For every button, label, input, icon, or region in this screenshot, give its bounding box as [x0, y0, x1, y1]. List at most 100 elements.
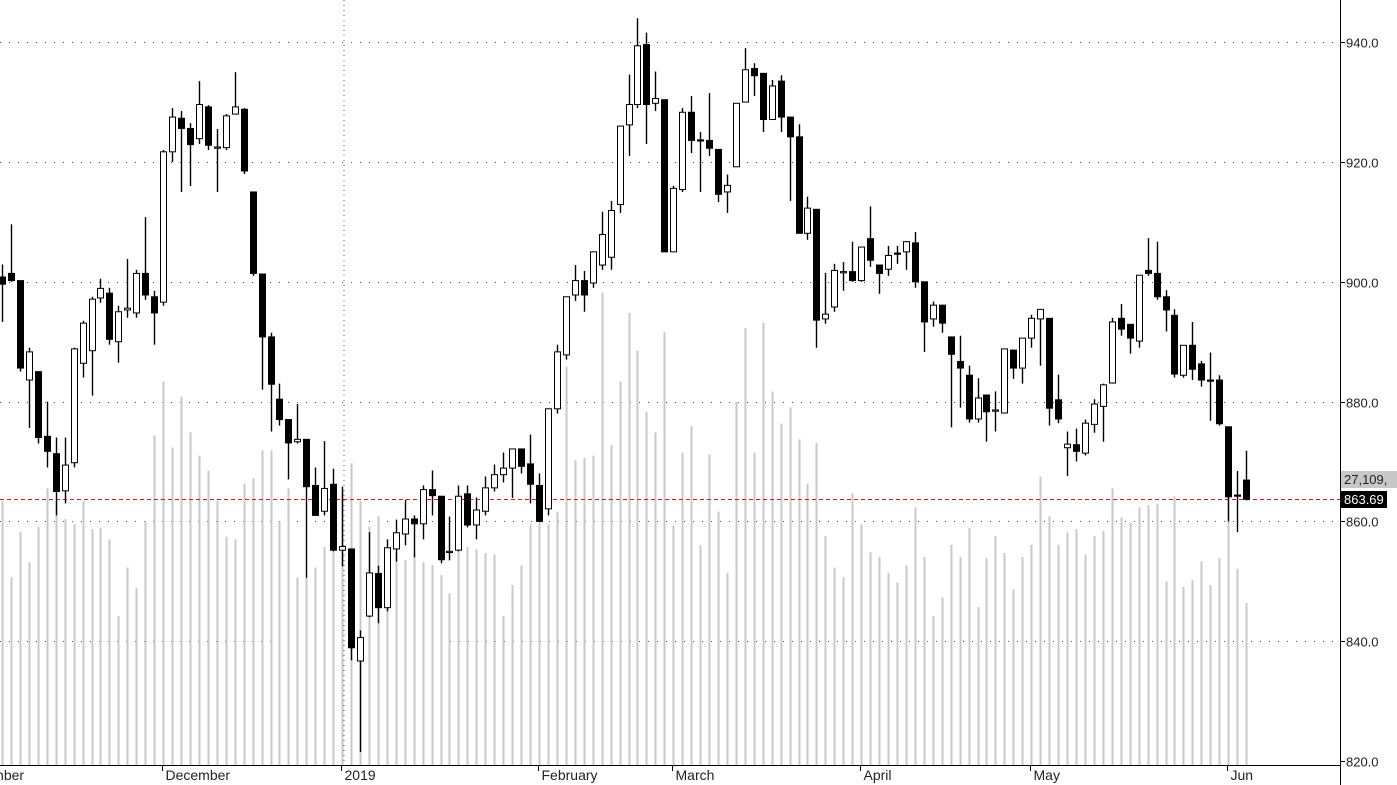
candle-body-down	[1171, 314, 1178, 375]
candle	[1001, 348, 1008, 414]
candle-body-up	[733, 102, 740, 168]
candle	[599, 211, 606, 270]
candle	[679, 108, 686, 192]
candle-body-down	[44, 435, 51, 452]
candle-body-up	[1091, 403, 1098, 425]
candle	[670, 185, 677, 253]
candle-body-up	[769, 85, 776, 120]
candle-body-down	[751, 68, 758, 77]
candle-body-up	[858, 246, 865, 282]
y-tick-label: 820.0	[1346, 755, 1379, 770]
candle	[787, 116, 794, 201]
candle-body-down	[1145, 269, 1152, 274]
candle	[124, 259, 131, 318]
candle	[1091, 399, 1098, 433]
candle-body-down	[1216, 379, 1223, 425]
candle-body-down	[760, 72, 767, 120]
x-month-label: May	[1034, 767, 1060, 783]
candle	[8, 224, 15, 282]
candle-body-down	[429, 489, 436, 497]
candle	[250, 191, 257, 276]
candle	[44, 401, 51, 468]
candle-body-down	[411, 518, 418, 525]
candle-body-down	[957, 360, 964, 369]
candle	[160, 150, 167, 306]
y-tick-label: 940.0	[1346, 36, 1379, 51]
candle-body-down	[1198, 363, 1205, 381]
candle	[1073, 428, 1080, 462]
candle-body-down	[348, 548, 355, 649]
candle	[232, 72, 239, 115]
candle	[384, 539, 391, 612]
candle-body-down	[142, 272, 149, 296]
candle	[1234, 471, 1241, 533]
candle-body-down	[1225, 426, 1232, 498]
candle-body-up	[455, 495, 462, 551]
candle-body-up	[62, 464, 69, 492]
candle	[402, 499, 409, 546]
candle-body-up	[903, 241, 910, 253]
candle	[921, 281, 928, 352]
candle	[26, 347, 33, 428]
candle	[867, 206, 874, 267]
candle	[259, 273, 266, 390]
candle	[0, 264, 6, 322]
candle	[518, 448, 525, 474]
candle-body-up	[491, 474, 498, 489]
candle	[724, 174, 731, 213]
candle	[17, 280, 24, 372]
candle	[115, 305, 122, 363]
candle-body-down	[581, 280, 588, 296]
candle-body-down	[17, 280, 24, 369]
candle	[1127, 323, 1134, 354]
candle	[509, 448, 516, 499]
candle-body-down	[661, 99, 668, 253]
candle-body-down	[268, 336, 275, 385]
candle-body-down	[303, 438, 310, 488]
candle-body-down	[241, 108, 248, 172]
candle	[876, 264, 883, 294]
candle-body-up	[366, 572, 373, 617]
candle-body-down	[778, 80, 785, 118]
candle	[482, 476, 489, 516]
candle-body-up	[500, 467, 507, 476]
candle-body-up	[232, 106, 239, 115]
candle-body-up	[509, 448, 516, 469]
candle	[294, 403, 301, 444]
candle	[813, 208, 820, 348]
candle	[572, 265, 579, 301]
candle-body-up	[652, 98, 659, 104]
candle	[464, 485, 471, 528]
candle	[760, 72, 767, 133]
candle-body-up	[71, 348, 78, 464]
candle-body-up	[89, 298, 96, 352]
candle-body-up	[133, 272, 140, 314]
candle-body-down	[1154, 272, 1161, 298]
candle	[89, 296, 96, 396]
candle-body-up	[294, 438, 301, 443]
candle	[375, 565, 382, 624]
candle-body-up	[160, 151, 167, 303]
candle	[1064, 431, 1071, 476]
candle-body-up	[169, 116, 176, 153]
x-month-label: February	[542, 767, 598, 783]
candle-body-down	[796, 136, 803, 234]
candle-body-up	[804, 207, 811, 234]
candle	[706, 93, 713, 157]
candle-body-up	[80, 322, 87, 364]
y-tick-label: 920.0	[1346, 156, 1379, 171]
candle-body-down	[53, 453, 60, 492]
candle-body-up	[482, 487, 489, 512]
candle	[804, 196, 811, 240]
candle-body-down	[813, 208, 820, 321]
candle	[831, 263, 838, 312]
candle	[1082, 419, 1089, 456]
candle	[581, 271, 588, 312]
candle-body-up	[724, 184, 731, 193]
candle	[1207, 352, 1214, 421]
candle-body-down	[715, 148, 722, 195]
candle	[1046, 317, 1053, 426]
candle-body-down	[151, 296, 158, 314]
last-volume-tag: 27,109,	[1341, 471, 1397, 488]
y-tick-label: 840.0	[1346, 635, 1379, 650]
